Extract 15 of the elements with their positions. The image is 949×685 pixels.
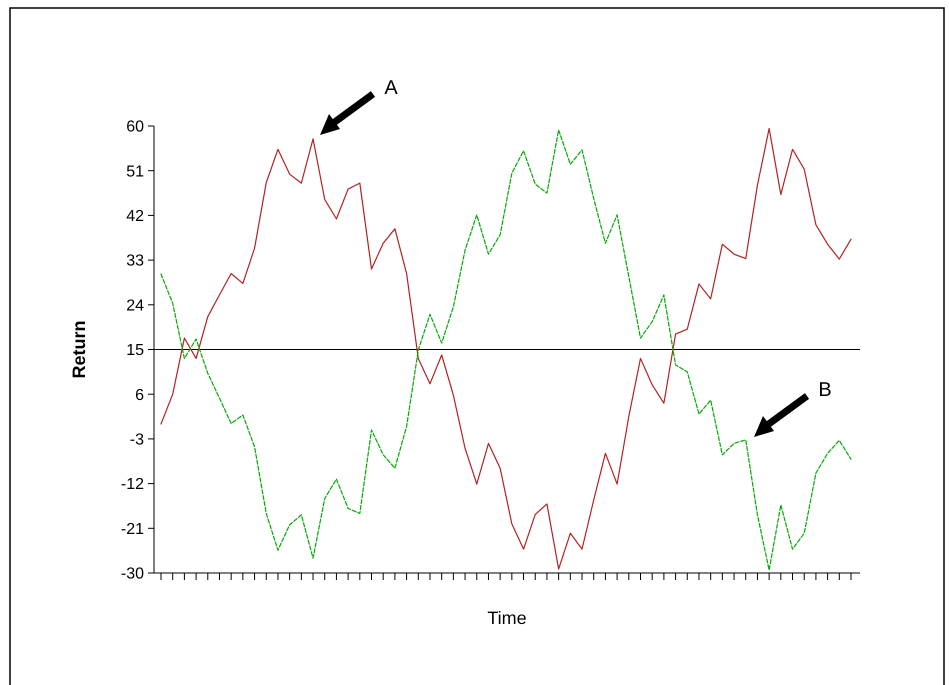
y-tick-label: 15 xyxy=(126,342,144,360)
x-axis-title: Time xyxy=(487,608,527,628)
y-tick-label: 60 xyxy=(126,118,144,136)
y-tick-label: 42 xyxy=(126,208,144,225)
y-axis-title: Return xyxy=(69,320,89,378)
y-tick-label: -12 xyxy=(120,476,144,494)
y-tick-label: 24 xyxy=(126,297,144,314)
y-tick-label: -21 xyxy=(120,520,144,538)
y-tick-label: 33 xyxy=(126,252,144,270)
y-tick-label: -30 xyxy=(120,566,144,583)
y-tick-label: -3 xyxy=(130,432,144,448)
text: A xyxy=(384,77,398,99)
annotation: B xyxy=(818,379,832,401)
y-tick-label: 51 xyxy=(126,163,144,180)
y-tick-label: 6 xyxy=(135,386,144,404)
